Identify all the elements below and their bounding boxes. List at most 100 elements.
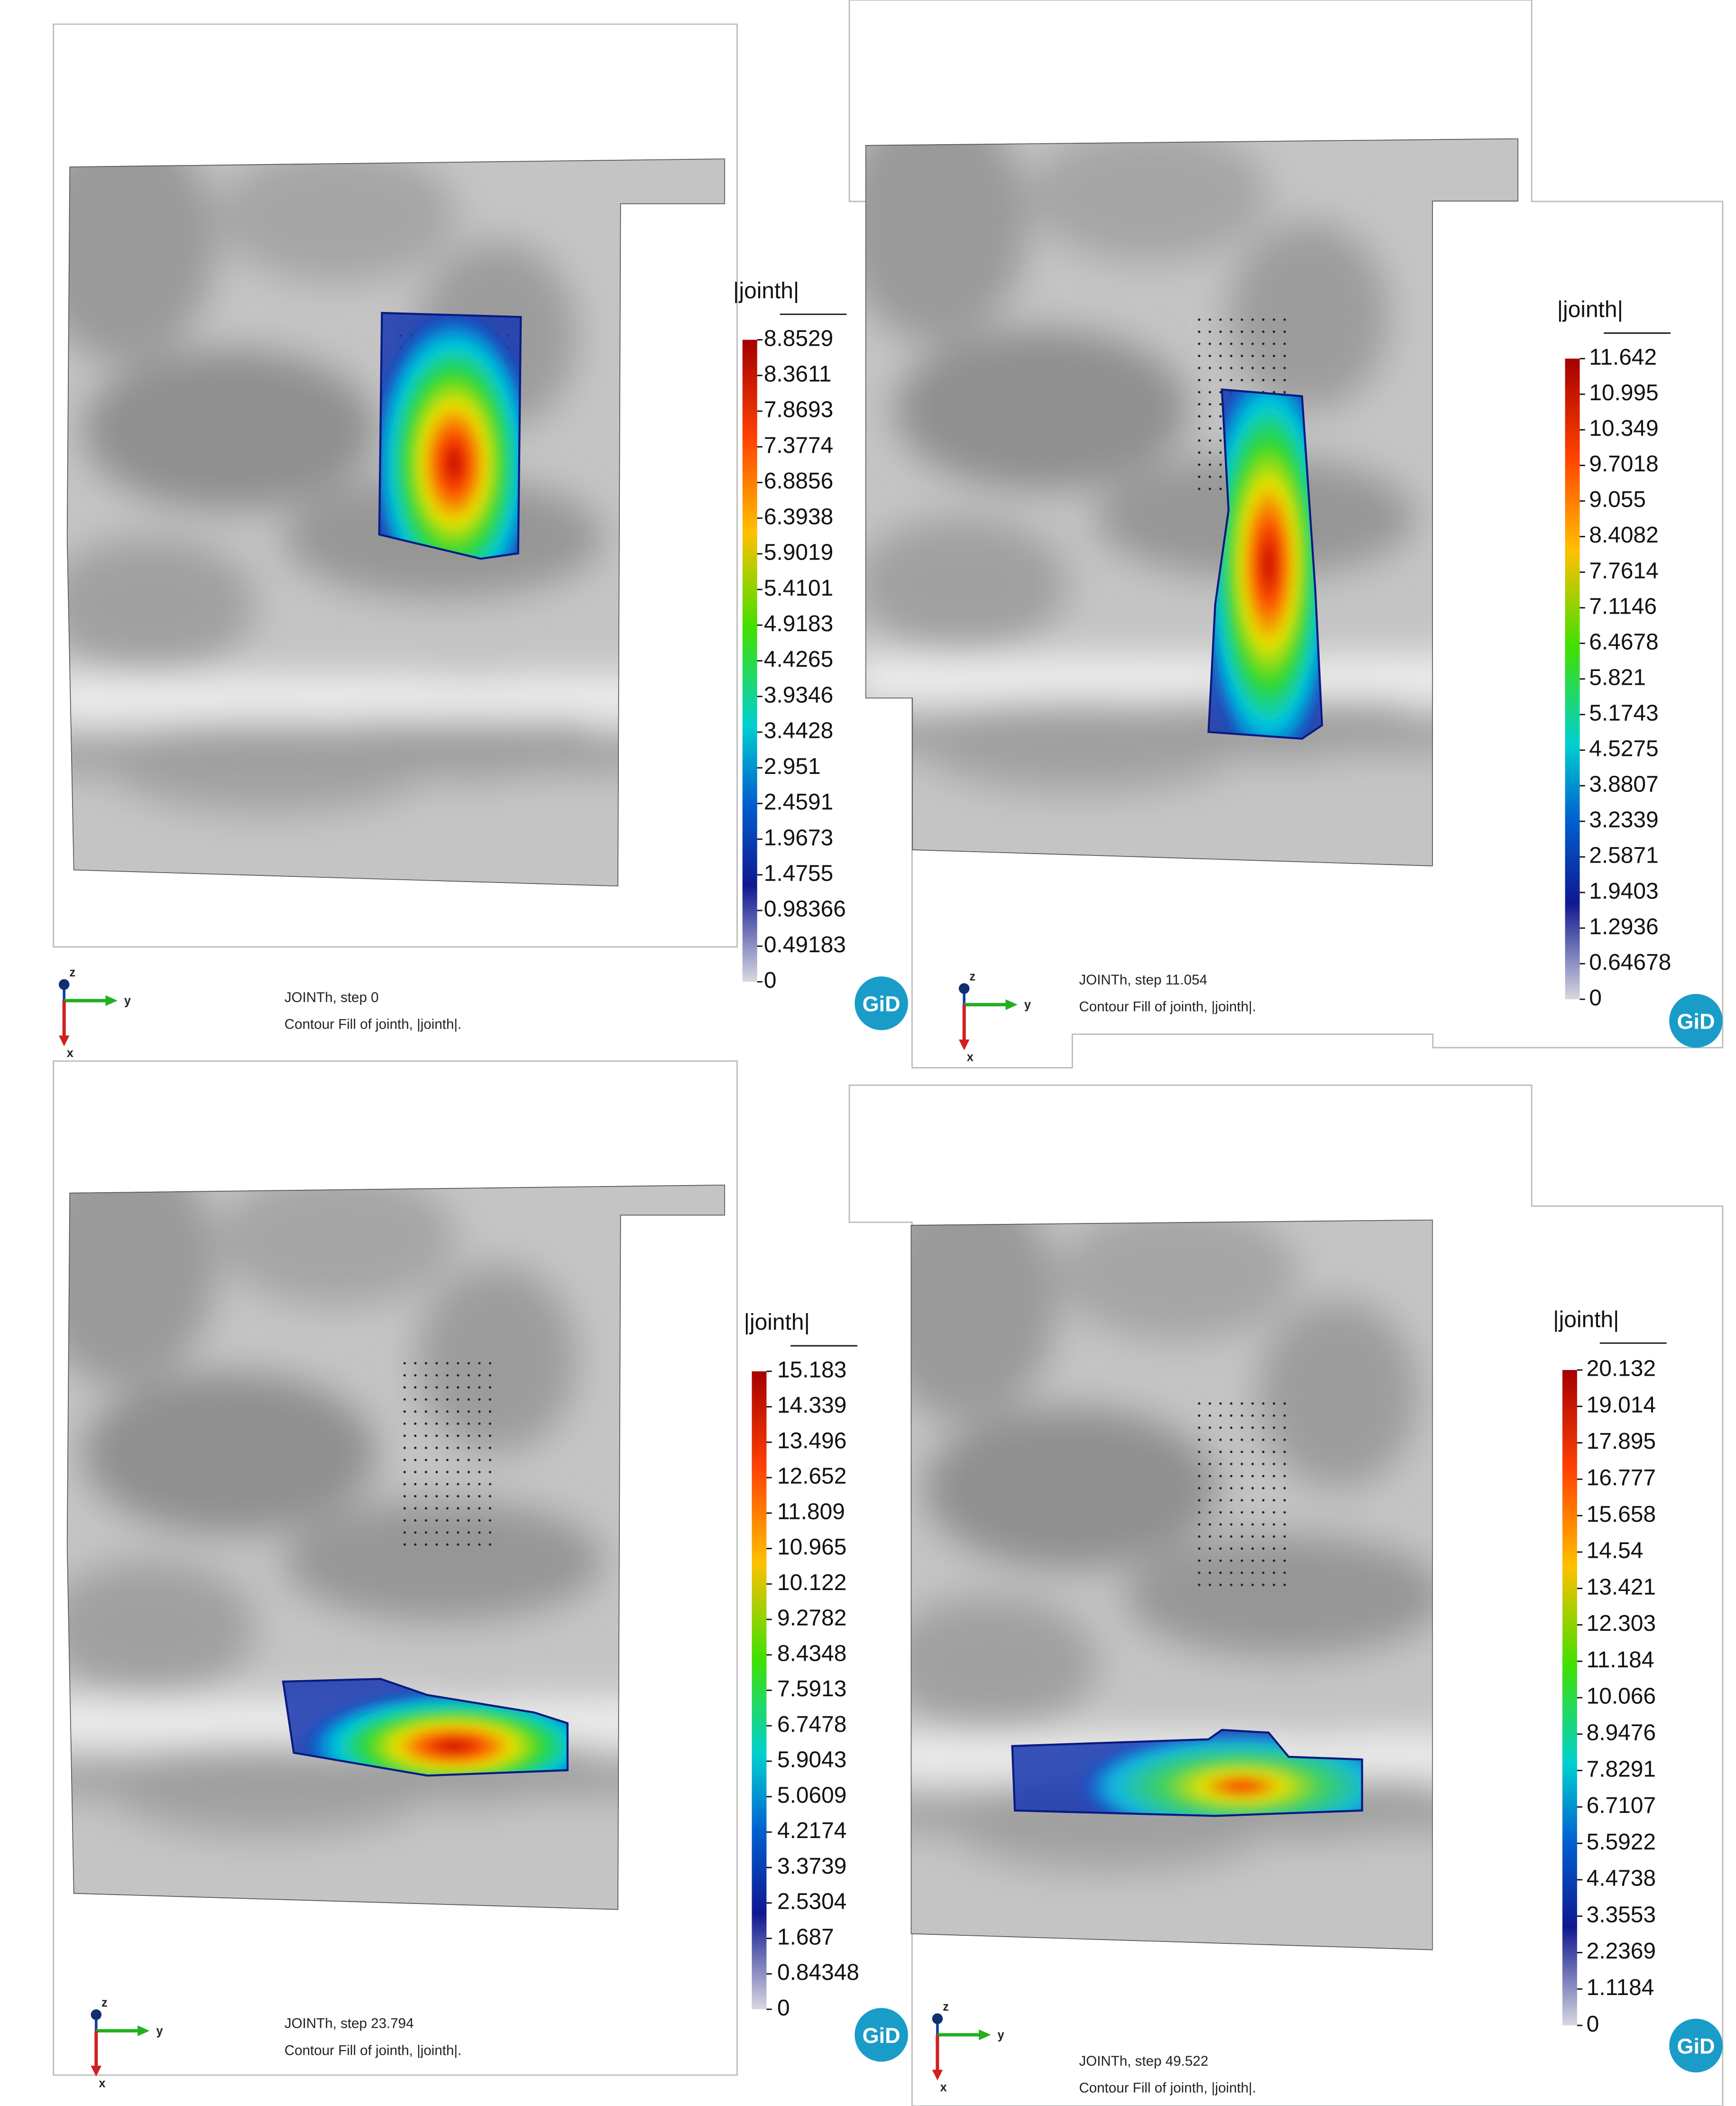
node-dot xyxy=(424,1435,427,1437)
node-dot xyxy=(403,1471,406,1473)
node-dot xyxy=(1230,1559,1233,1562)
node-dot xyxy=(1208,1511,1211,1514)
node-dot xyxy=(414,1519,417,1522)
node-dot xyxy=(1198,403,1201,406)
node-dot xyxy=(1273,342,1276,345)
node-dot xyxy=(1219,1559,1222,1562)
axis-origin xyxy=(958,983,970,994)
node-dot xyxy=(446,1422,449,1425)
legend-value: 3.4428 xyxy=(764,718,833,744)
legend-value: 0 xyxy=(1587,2012,1599,2037)
legend-value: 3.2339 xyxy=(1589,808,1658,833)
legend-value: 8.3611 xyxy=(764,361,832,386)
node-dot xyxy=(1198,1426,1201,1429)
node-dot xyxy=(424,1398,427,1401)
node-dot xyxy=(424,1459,427,1462)
node-dot xyxy=(1262,1583,1265,1586)
legend-value: 9.055 xyxy=(1589,487,1646,512)
legend-value: 5.5922 xyxy=(1587,1830,1656,1855)
node-dot xyxy=(1208,1462,1211,1465)
node-dot xyxy=(414,1435,417,1437)
node-dot xyxy=(435,1386,438,1389)
mesh-shade xyxy=(216,158,457,282)
node-dot xyxy=(1219,451,1222,454)
node-dot xyxy=(446,1459,449,1462)
legend-value: 2.2369 xyxy=(1587,1939,1656,1964)
node-dot xyxy=(457,1362,459,1365)
contour-outline xyxy=(1011,1729,1363,1817)
node-dot xyxy=(414,1471,417,1473)
legend-value: 3.8807 xyxy=(1589,772,1658,797)
legend-value: 0 xyxy=(777,1996,790,2021)
legend-value: 14.54 xyxy=(1587,1538,1644,1563)
node-dot xyxy=(1240,1523,1243,1526)
node-dot xyxy=(1208,331,1211,333)
node-dot xyxy=(478,1531,481,1534)
node-dot xyxy=(1251,1523,1254,1526)
caption-step: JOINTh, step 0 xyxy=(285,990,379,1005)
node-dot xyxy=(1273,1462,1276,1465)
node-dot xyxy=(467,1459,470,1462)
node-dot xyxy=(1198,1547,1201,1550)
node-dot xyxy=(1273,318,1276,321)
axis-y-label: y xyxy=(1024,998,1031,1012)
gid-logo xyxy=(854,976,908,1030)
node-dot xyxy=(1208,1402,1211,1405)
node-dot xyxy=(1251,1438,1254,1441)
mesh-shade xyxy=(83,1372,377,1534)
axis-x-head xyxy=(932,2069,943,2081)
node-dot xyxy=(1251,1426,1254,1429)
color-bar xyxy=(742,340,757,982)
node-dot xyxy=(403,1398,406,1401)
node-dot xyxy=(1219,439,1222,442)
node-dot xyxy=(414,1374,417,1377)
node-dot xyxy=(1240,1547,1243,1550)
node-dot xyxy=(435,1543,438,1546)
legend-value: 6.7478 xyxy=(777,1712,846,1737)
legend-value: 16.777 xyxy=(1587,1465,1656,1490)
node-dot xyxy=(1240,1462,1243,1465)
mesh-shade xyxy=(66,1185,217,1386)
node-dot xyxy=(1273,1499,1276,1502)
axis-z-label: z xyxy=(970,970,976,983)
axis-x-label: x xyxy=(99,2077,105,2090)
legend-title: |jointh| xyxy=(1553,1307,1619,1332)
node-dot xyxy=(1283,331,1286,333)
legend-value: 10.122 xyxy=(777,1570,846,1595)
node-dot xyxy=(467,1386,470,1389)
node-dot xyxy=(1240,331,1243,333)
node-dot xyxy=(1208,1547,1211,1550)
legend-value: 6.3938 xyxy=(764,504,833,529)
mesh-shade xyxy=(283,1500,604,1621)
node-dot xyxy=(403,1483,406,1486)
node-dot xyxy=(446,1483,449,1486)
legend-value: 10.965 xyxy=(777,1535,846,1560)
node-dot xyxy=(1230,1414,1233,1417)
legend-value: 8.8529 xyxy=(764,326,833,351)
mesh-shade xyxy=(910,1595,1098,1730)
panel: |jointh| 20.132 19.014 17.895 16.777 15.658 14… xyxy=(848,1085,1724,2106)
node-dot xyxy=(1230,342,1233,345)
node-dot xyxy=(1273,1572,1276,1574)
node-dot xyxy=(414,1543,417,1546)
node-dot xyxy=(1208,1438,1211,1441)
node-dot xyxy=(467,1519,470,1522)
node-dot xyxy=(1273,1559,1276,1562)
legend-value: 1.9673 xyxy=(764,825,833,850)
node-dot xyxy=(1208,342,1211,345)
node-dot xyxy=(1198,342,1201,345)
node-dot xyxy=(414,1422,417,1425)
node-dot xyxy=(1219,463,1222,466)
node-dot xyxy=(1273,391,1276,394)
node-dot xyxy=(457,1471,459,1473)
node-dot xyxy=(403,1386,406,1389)
node-dot xyxy=(1283,1462,1286,1465)
node-dot xyxy=(403,1531,406,1534)
node-dot xyxy=(1219,378,1222,382)
legend-value: 1.1184 xyxy=(1587,1975,1654,2000)
node-dot xyxy=(1283,391,1286,394)
node-dot xyxy=(1219,1414,1222,1417)
node-dot xyxy=(467,1435,470,1437)
axis-z-label: z xyxy=(943,2000,949,2014)
node-dot xyxy=(1219,355,1222,358)
